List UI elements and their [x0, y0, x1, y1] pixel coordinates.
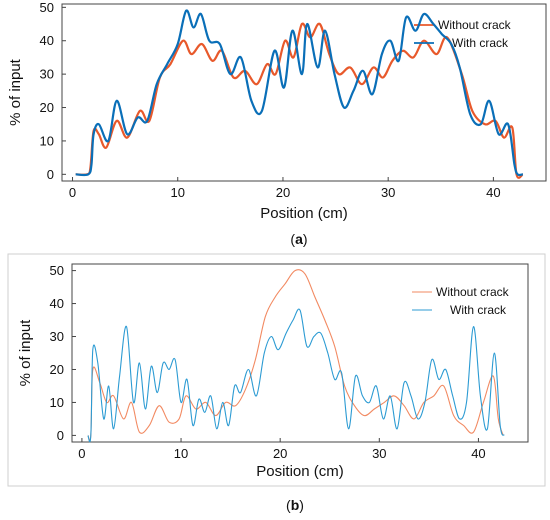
y-tick-label: 50	[40, 0, 54, 15]
x-axis-label: Position (cm)	[256, 463, 344, 480]
series-line-with-crack	[87, 308, 505, 443]
y-tick-label: 40	[40, 33, 54, 48]
legend-label: With crack	[452, 36, 509, 50]
x-tick-label: 0	[78, 446, 85, 461]
x-tick-label: 30	[381, 185, 395, 200]
y-tick-label: 20	[50, 362, 64, 377]
legend-label: Without crack	[436, 285, 510, 299]
y-tick-label: 10	[50, 395, 64, 410]
y-tick-label: 40	[50, 296, 64, 311]
x-tick-label: 30	[372, 446, 386, 461]
x-tick-label: 20	[276, 185, 290, 200]
panel-b-border	[7, 253, 546, 487]
y-tick-label: 20	[40, 100, 54, 115]
y-tick-label: 0	[47, 167, 54, 182]
x-axis-label: Position (cm)	[260, 205, 348, 222]
y-tick-label: 0	[57, 428, 64, 443]
legend-label: Without crack	[438, 18, 512, 32]
legend-label: With crack	[450, 303, 507, 317]
plot-frame	[71, 263, 529, 443]
y-tick-label: 10	[40, 133, 54, 148]
y-tick-label: 30	[50, 329, 64, 344]
x-tick-label: 40	[471, 446, 485, 461]
y-axis-label: % of input	[7, 58, 24, 126]
series-line-without-crack	[87, 269, 504, 441]
x-tick-label: 0	[69, 185, 76, 200]
x-tick-label: 40	[486, 185, 500, 200]
plot-frame	[61, 3, 547, 182]
series-line-with-crack	[75, 9, 524, 177]
x-tick-label: 10	[171, 185, 185, 200]
y-tick-label: 30	[40, 67, 54, 82]
x-tick-label: 20	[273, 446, 287, 461]
panel-caption: (b)	[286, 497, 304, 513]
y-axis-label: % of input	[17, 319, 34, 387]
chart-panel-b: 0 10 20 30 40 0 10 20 30 40 50 Position (cm) % of in…	[17, 263, 529, 513]
y-tick-label: 50	[50, 263, 64, 278]
x-tick-label: 10	[174, 446, 188, 461]
panel-caption: (a)	[290, 231, 307, 247]
chart-panel-a: 0 10 20 30 40 0 10 20 30 40 50 Position (cm) % of in…	[7, 0, 547, 247]
